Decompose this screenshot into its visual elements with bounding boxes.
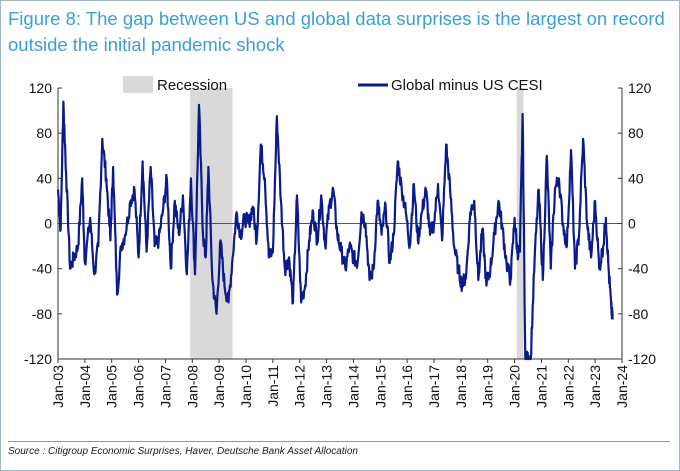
left-y-tick-label: 0 xyxy=(44,216,52,232)
left-y-tick-label: -80 xyxy=(32,306,52,322)
x-tick-label: Jan-06 xyxy=(131,365,147,408)
figure-title: Figure 8: The gap between US and global … xyxy=(8,6,668,58)
left-y-tick-labels: 120 80 40 0 -40 -80 -120 xyxy=(24,80,62,367)
chart: 120 80 40 0 -40 -80 -120 120 80 40 0 -40 -80 -120 Ja… xyxy=(24,76,656,408)
title-line-2: outside the initial pandemic shock xyxy=(8,34,285,55)
right-y-tick-label: 0 xyxy=(628,216,636,232)
x-tick-label: Jan-15 xyxy=(372,365,388,408)
x-tick-label: Jan-04 xyxy=(77,365,93,408)
x-tick-label: Jan-16 xyxy=(399,365,415,408)
x-tick-label: Jan-20 xyxy=(507,365,523,408)
legend-series-label: Global minus US CESI xyxy=(391,77,543,94)
x-tick-label: Jan-14 xyxy=(345,365,361,408)
legend-recession-label: Recession xyxy=(157,77,227,94)
series-line-global-minus-us-cesi xyxy=(56,100,614,361)
right-y-tick-label: 40 xyxy=(628,170,644,186)
right-y-tick-label: 80 xyxy=(628,125,644,141)
title-line-1: Figure 8: The gap between US and global … xyxy=(8,8,665,29)
source-divider xyxy=(8,441,670,442)
left-y-tick-label: -120 xyxy=(24,351,52,367)
x-tick-label: Jan-13 xyxy=(319,365,335,408)
right-y-tick-label: -40 xyxy=(628,261,648,277)
x-tick-label: Jan-10 xyxy=(238,365,254,408)
x-tick-label: Jan-11 xyxy=(265,365,281,407)
x-tick-label: Jan-08 xyxy=(184,365,200,408)
x-tick-label: Jan-05 xyxy=(104,365,120,408)
left-y-tick-label: 120 xyxy=(29,80,53,96)
x-tick-label: Jan-18 xyxy=(453,365,469,408)
legend: Recession Global minus US CESI xyxy=(123,76,543,94)
x-tick-label: Jan-22 xyxy=(560,365,576,408)
x-tick-label: Jan-17 xyxy=(426,365,442,408)
x-tick-label: Jan-24 xyxy=(614,365,630,408)
left-y-tick-label: -40 xyxy=(32,261,52,277)
legend-recession-swatch xyxy=(123,76,153,93)
left-y-tick-label: 80 xyxy=(36,125,52,141)
x-tick-label: Jan-19 xyxy=(480,365,496,408)
source-note: Source : Citigroup Economic Surprises, H… xyxy=(8,446,358,457)
x-tick-label: Jan-07 xyxy=(157,365,173,408)
x-tick-label: Jan-21 xyxy=(533,365,549,408)
right-y-tick-labels: 120 80 40 0 -40 -80 -120 xyxy=(618,80,656,367)
right-y-tick-label: -120 xyxy=(628,351,656,367)
x-tick-label: Jan-23 xyxy=(587,365,603,408)
x-tick-label: Jan-12 xyxy=(292,365,308,408)
x-tick-label: Jan-09 xyxy=(211,365,227,408)
left-y-tick-label: 40 xyxy=(36,170,52,186)
right-y-tick-label: -80 xyxy=(628,306,648,322)
x-tick-label: Jan-03 xyxy=(50,365,66,408)
x-tick-labels: Jan-03 Jan-04 Jan-05 Jan-06 Jan-07 Jan-08 Jan-… xyxy=(50,359,630,408)
right-y-tick-label: 120 xyxy=(628,80,652,96)
